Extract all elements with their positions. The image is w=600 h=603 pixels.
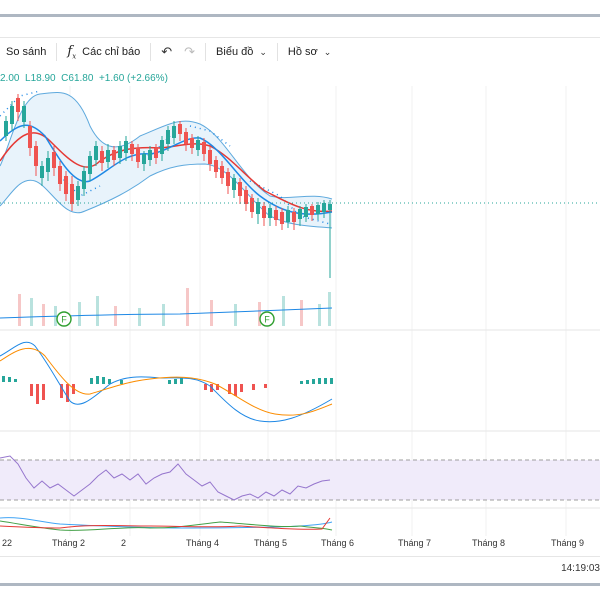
x-axis-label: Tháng 9 xyxy=(551,538,585,548)
x-axis-label: Tháng 2 xyxy=(52,538,86,548)
stock-chart[interactable]: F F xyxy=(0,66,600,556)
volume-bars xyxy=(18,288,331,326)
clock-display: 14:19:03 xyxy=(561,563,600,574)
chevron-down-icon: ⌄ xyxy=(259,46,267,57)
toolbar-divider xyxy=(150,43,152,61)
x-axis-label: Tháng 4 xyxy=(186,538,220,548)
top-band xyxy=(0,0,600,17)
macd-line xyxy=(0,341,333,423)
ohlc-legend: 2.00 L18.90 C61.80 +1.60 (+2.66%) xyxy=(0,73,168,84)
x-axis: 22 Tháng 2 2 Tháng 4 Tháng 5 Tháng 6 Thá… xyxy=(0,538,600,552)
status-bar: 14:19:03 xyxy=(0,556,600,584)
undo-icon[interactable]: ↶ xyxy=(161,44,173,59)
redo-icon[interactable]: ↷ xyxy=(184,44,196,59)
profile-dropdown[interactable]: Hồ sơ ⌄ xyxy=(282,38,337,66)
chevron-down-icon: ⌄ xyxy=(323,46,332,57)
compare-button[interactable]: So sánh xyxy=(0,38,52,66)
signal-line xyxy=(0,347,333,416)
volume-ma-line xyxy=(0,307,333,319)
candlesticks xyxy=(4,94,332,278)
indicators-button[interactable]: fx Các chỉ báo xyxy=(61,38,146,66)
bollinger-band-fill xyxy=(0,92,332,228)
adx-line-red xyxy=(0,517,331,530)
function-icon: fx xyxy=(67,43,77,61)
chart-type-dropdown[interactable]: Biểu đồ ⌄ xyxy=(210,38,273,66)
dividend-marker-f1[interactable]: F xyxy=(56,311,72,327)
rsi-band xyxy=(0,460,600,500)
chart-type-label: Biểu đồ xyxy=(216,46,254,58)
toolbar-divider xyxy=(205,43,207,61)
frame-header xyxy=(0,17,600,38)
x-axis-label: Tháng 8 xyxy=(472,538,506,548)
x-axis-label: Tháng 5 xyxy=(254,538,288,548)
dividend-marker-f2[interactable]: F xyxy=(259,311,275,327)
x-axis-label: Tháng 6 xyxy=(321,538,355,548)
x-axis-label: 22 xyxy=(2,538,13,548)
bollinger-upper xyxy=(0,92,333,200)
adx-line-blue xyxy=(0,517,333,529)
x-axis-label: Tháng 7 xyxy=(398,538,432,548)
marker-label: F xyxy=(61,315,67,325)
bottom-band xyxy=(0,583,600,603)
toolbar-divider xyxy=(276,43,278,61)
rsi-line xyxy=(0,455,331,501)
marker-label: F xyxy=(264,315,270,325)
profile-label: Hồ sơ xyxy=(287,46,318,58)
toolbar-divider xyxy=(56,43,58,61)
x-axis-label: 2 xyxy=(121,538,127,548)
chart-toolbar: So sánh fx Các chỉ báo ↶ ↷ Biểu đồ ⌄ Hồ … xyxy=(0,38,600,66)
indicators-label: Các chỉ báo xyxy=(82,46,141,58)
compare-label: So sánh xyxy=(6,46,47,58)
macd-histogram xyxy=(2,376,333,404)
